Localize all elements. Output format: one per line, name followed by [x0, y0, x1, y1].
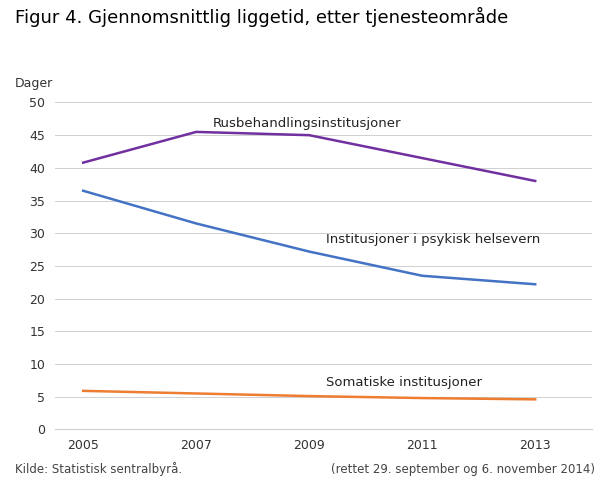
Text: Institusjoner i psykisk helsevern: Institusjoner i psykisk helsevern: [326, 233, 540, 246]
Text: Dager: Dager: [15, 77, 54, 90]
Text: Kilde: Statistisk sentralbyrå.: Kilde: Statistisk sentralbyrå.: [15, 462, 182, 476]
Text: Somatiske institusjoner: Somatiske institusjoner: [326, 376, 482, 389]
Text: Figur 4. Gjennomsnittlig liggetid, etter tjenesteområde: Figur 4. Gjennomsnittlig liggetid, etter…: [15, 7, 509, 27]
Text: Rusbehandlingsinstitusjoner: Rusbehandlingsinstitusjoner: [213, 117, 401, 130]
Text: (rettet 29. september og 6. november 2014): (rettet 29. september og 6. november 201…: [331, 463, 595, 476]
